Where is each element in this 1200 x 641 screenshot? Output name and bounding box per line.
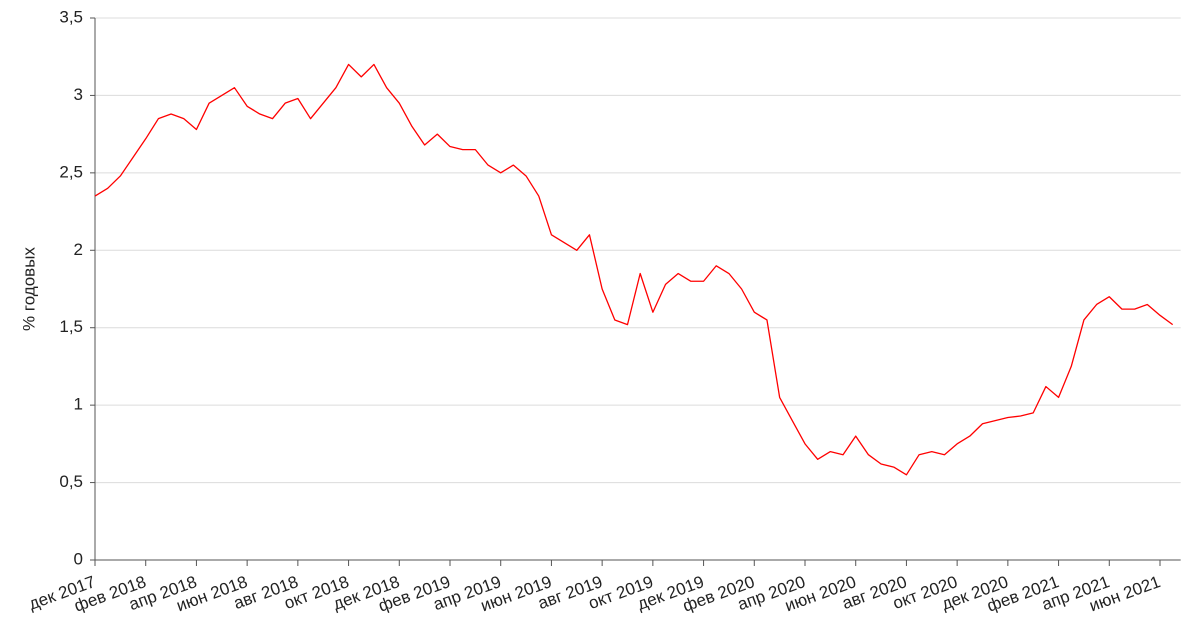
line	[94, 63, 1174, 476]
y-tick-label: 3	[74, 85, 83, 104]
y-tick-label: 3,5	[59, 7, 83, 26]
y-tick-label: 0,5	[59, 472, 83, 491]
y-tick-label: 2	[74, 240, 83, 259]
y-tick-label: 2,5	[59, 162, 83, 181]
y-tick-label: 1	[74, 395, 83, 414]
y-axis-label: % годовых	[19, 247, 38, 331]
y-tick-label: 1,5	[59, 317, 83, 336]
y-tick-label: 0	[74, 549, 83, 568]
